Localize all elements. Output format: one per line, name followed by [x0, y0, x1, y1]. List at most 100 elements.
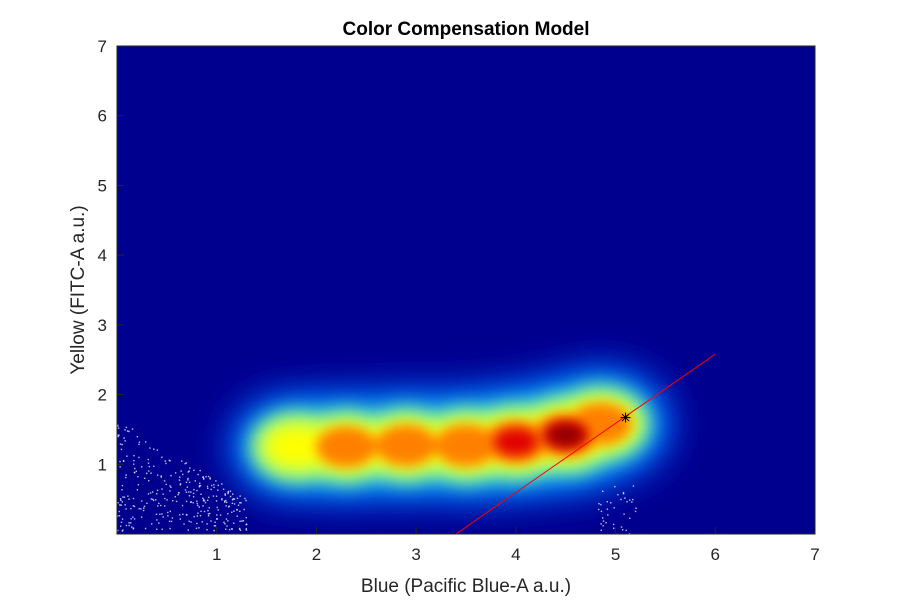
scatter-point — [133, 459, 135, 462]
scatter-point — [161, 456, 163, 458]
scatter-point — [156, 449, 159, 451]
scatter-point — [122, 496, 124, 498]
scatter-point — [141, 500, 143, 502]
scatter-point — [121, 489, 123, 491]
scatter-point — [134, 467, 136, 470]
scatter-point — [225, 501, 228, 504]
scatter-point — [143, 507, 145, 509]
scatter-point — [130, 522, 132, 524]
scatter-point — [198, 527, 200, 529]
scatter-point — [120, 521, 123, 524]
scatter-point — [216, 506, 218, 509]
scatter-point — [121, 443, 123, 446]
scatter-point — [122, 459, 125, 462]
scatter-point — [119, 443, 122, 445]
scatter-point — [221, 483, 223, 485]
density-point — [435, 424, 497, 467]
scatter-point — [607, 514, 609, 516]
x-axis-label: Blue (Pacific Blue-A a.u.) — [361, 576, 571, 597]
scatter-point — [206, 485, 209, 488]
scatter-point — [602, 490, 604, 493]
scatter-point — [171, 517, 174, 519]
scatter-point — [635, 507, 637, 509]
scatter-point — [610, 502, 612, 504]
scatter-point — [174, 496, 177, 498]
scatter-point — [124, 429, 126, 431]
scatter-point — [142, 509, 145, 512]
scatter-point — [118, 510, 120, 513]
scatter-point — [243, 508, 245, 511]
scatter-point — [200, 510, 202, 513]
scatter-point — [217, 484, 220, 487]
scatter-point — [192, 496, 195, 498]
scatter-point — [600, 510, 603, 513]
scatter-point — [137, 475, 139, 478]
scatter-point — [122, 529, 124, 531]
scatter-point — [124, 440, 126, 442]
scatter-point — [200, 493, 202, 495]
y-tick-label: 2 — [98, 386, 107, 405]
scatter-point — [135, 470, 138, 473]
scatter-point — [225, 499, 227, 502]
scatter-point — [245, 499, 247, 502]
scatter-point — [199, 485, 202, 487]
scatter-point — [231, 493, 234, 495]
scatter-point — [167, 511, 169, 514]
scatter-point — [181, 460, 183, 462]
scatter-point — [180, 470, 182, 472]
scatter-point — [224, 523, 226, 525]
scatter-point — [119, 498, 122, 500]
y-axis-ticks: 1 2 3 4 5 6 7 — [98, 37, 124, 474]
scatter-point — [161, 528, 163, 530]
scatter-point — [143, 505, 146, 508]
plot-frame — [116, 45, 816, 535]
x-tick-label: 6 — [711, 545, 720, 564]
scatter-point — [117, 435, 119, 438]
scatter-point — [170, 474, 172, 477]
scatter-point — [146, 502, 148, 505]
scatter-point — [184, 462, 186, 465]
scatter-point — [188, 520, 190, 522]
scatter-point — [225, 528, 227, 530]
scatter-point — [147, 493, 150, 495]
scatter-point — [606, 501, 609, 503]
scatter-point — [132, 516, 134, 518]
scatter-point — [197, 512, 199, 514]
scatter-point — [193, 488, 195, 491]
scatter-point — [151, 491, 154, 493]
scatter-point — [168, 520, 171, 522]
scatter-point — [632, 498, 634, 501]
scatter-point — [226, 525, 228, 527]
y-tick-label: 1 — [98, 455, 107, 474]
scatter-point — [189, 467, 191, 469]
scatter-point — [125, 426, 128, 429]
scatter-point — [622, 492, 625, 495]
scatter-point — [600, 503, 602, 506]
scatter-point — [624, 497, 626, 499]
scatter-point — [197, 473, 199, 476]
scatter-point — [164, 505, 166, 507]
scatter-point — [140, 516, 143, 518]
scatter-point — [195, 527, 198, 529]
scatter-point — [236, 497, 239, 500]
scatter-point — [156, 489, 159, 492]
scatter-point — [160, 476, 162, 478]
scatter-point — [606, 508, 609, 510]
scatter-point — [170, 520, 173, 523]
scatter-point — [133, 454, 135, 457]
scatter-point — [210, 484, 213, 487]
scatter-point — [125, 474, 127, 476]
scatter-point — [133, 505, 136, 508]
scatter-point — [149, 447, 151, 449]
scatter-point — [126, 430, 129, 432]
scatter-point — [152, 498, 154, 501]
scatter-point — [160, 475, 162, 477]
scatter-point — [228, 528, 231, 531]
scatter-point — [208, 496, 210, 499]
scatter-point — [138, 456, 140, 459]
scatter-point — [185, 481, 188, 484]
scatter-point — [148, 465, 151, 468]
scatter-point — [117, 425, 119, 427]
scatter-point — [239, 529, 242, 532]
